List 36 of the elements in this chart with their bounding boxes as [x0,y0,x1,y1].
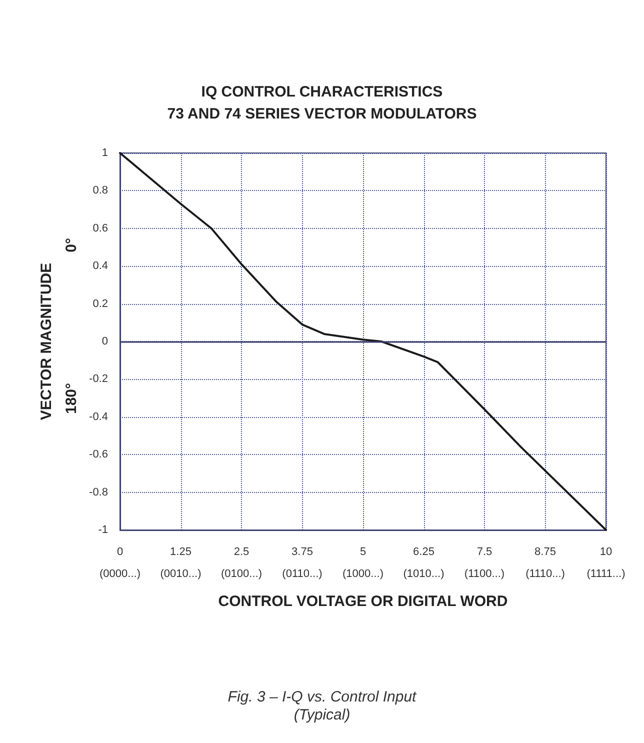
caption: Fig. 3 – I-Q vs. Control Input (Typical) [228,688,418,724]
x-tick-label: 1.25 [170,546,192,558]
text: (1100...) [464,568,505,580]
text: (1111...) [586,568,626,580]
x-axis-title: CONTROL VOLTAGE OR DIGITAL WORD [218,593,508,610]
y-tick-label: 1 [102,147,108,159]
x-tick-label: 8.75 [534,546,556,558]
x-tick-label: 7.5 [476,546,492,558]
text: (1110...) [526,568,565,580]
x-tick-label: 6.25 [413,546,434,558]
chart-title: IQ CONTROL CHARACTERISTICS 73 AND 74 SERIES VECTOR MODULATORS [167,84,477,122]
text: 180° [63,382,80,414]
line-series [119,152,607,531]
text: (1000...) [342,568,384,580]
text: (0100...) [221,568,262,580]
x-tick-label: 10 [600,546,612,558]
x-tick-label: 0 [116,546,124,558]
x-tick-label: 5 [360,546,366,558]
text: (1010...) [403,568,444,580]
y-tick-label: 0 [102,336,108,348]
text: (0010...) [160,568,202,580]
x-tick-label: 2.5 [234,546,250,558]
y-tick-label: 0.2 [92,298,108,310]
y-axis-title: VECTOR MAGNITUDE [38,262,55,420]
y-tick-label: 0.4 [92,260,108,272]
y-tick-label: 0.8 [92,184,108,197]
y-tick-label: -0.2 [89,373,108,386]
x-tick-label: 3.75 [292,546,313,558]
text: (0110...) [282,568,322,580]
y-tick-label: 0.6 [92,222,108,234]
y-tick-label: -0.6 [89,448,108,461]
y-tick-label: -0.8 [89,486,108,498]
y-tick-label: -0.4 [89,410,108,423]
text: (0000...) [100,568,140,580]
y-tick-label: -1 [98,524,108,536]
text: 0° [63,238,80,252]
